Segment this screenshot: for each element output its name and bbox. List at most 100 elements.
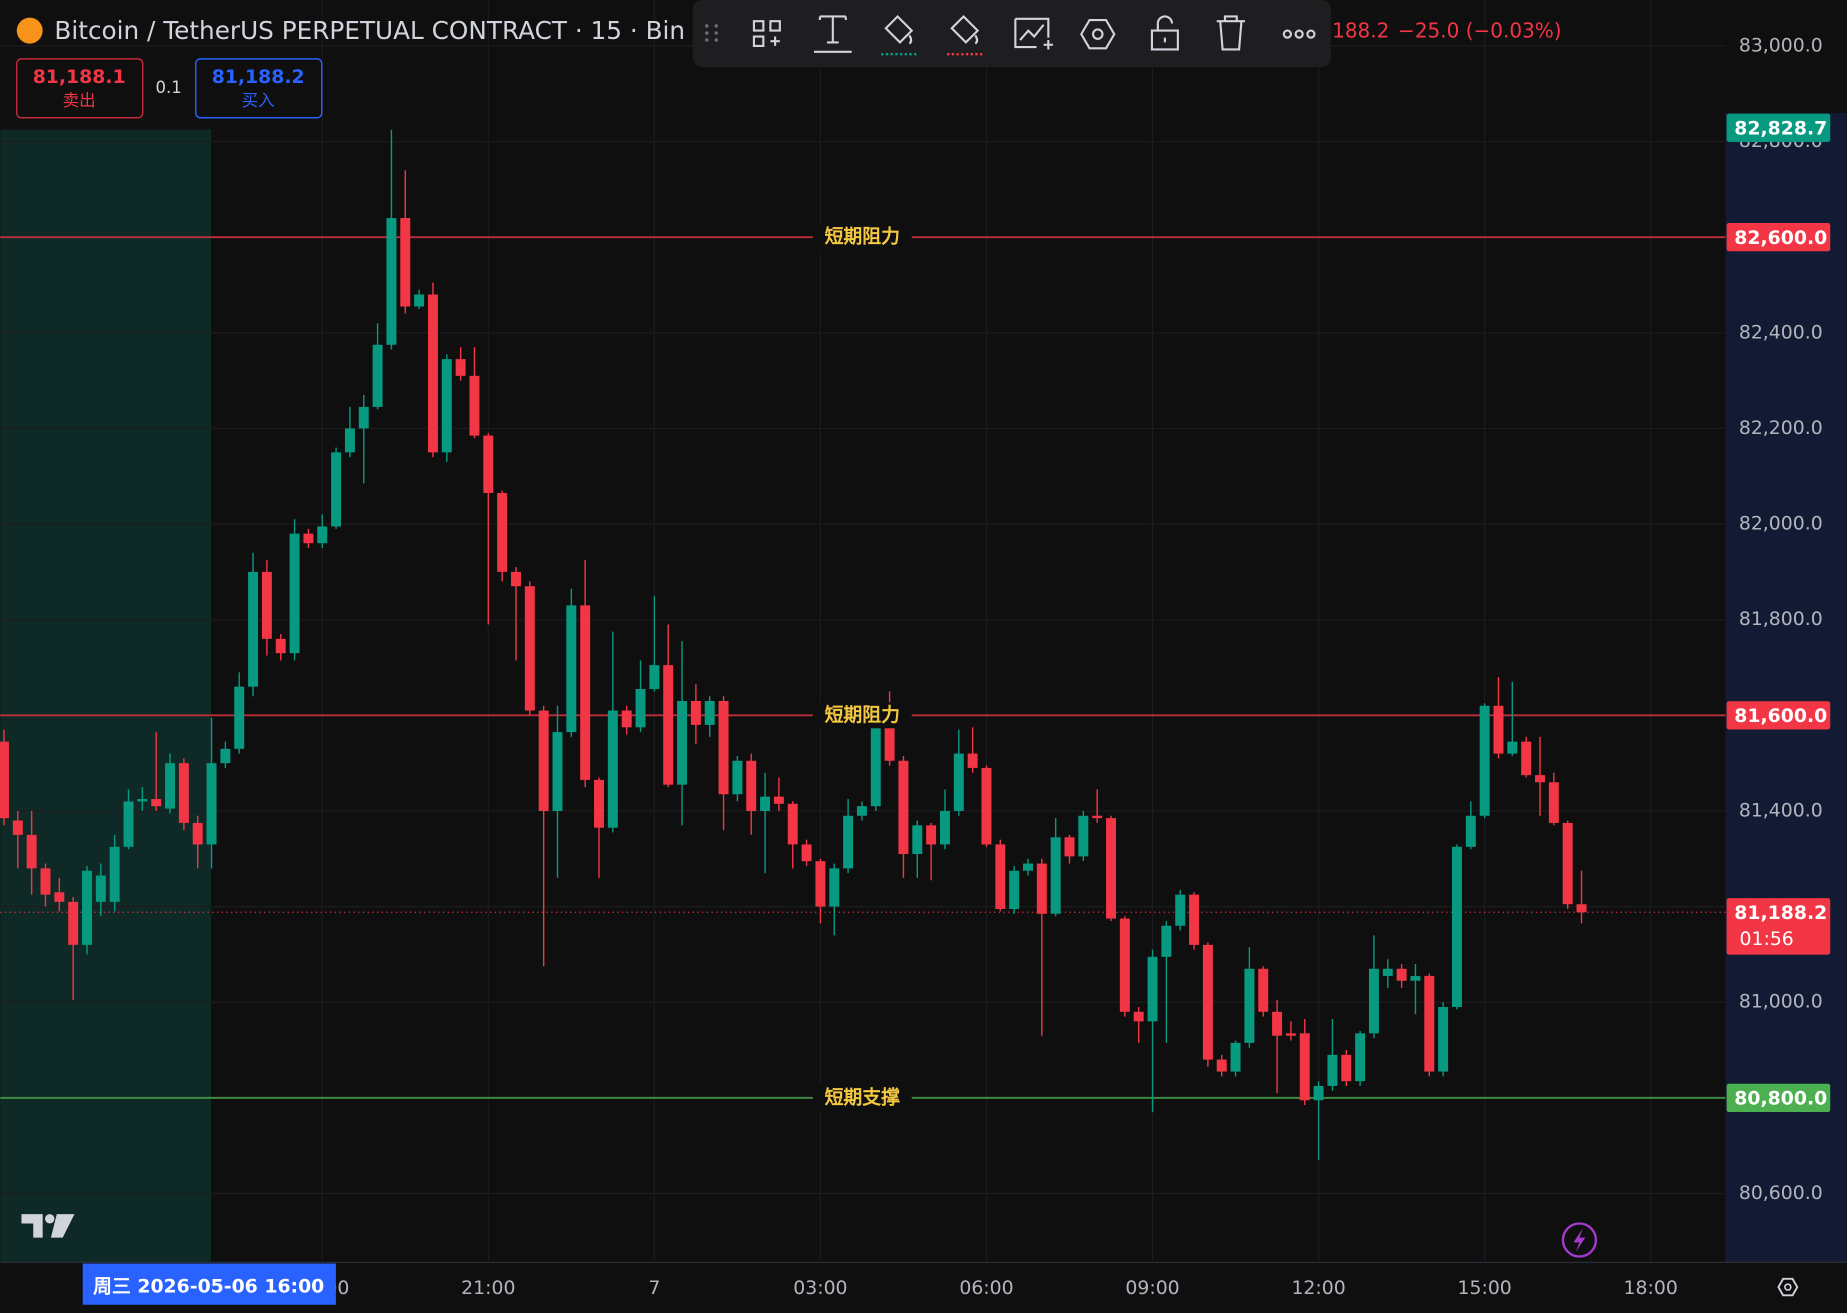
candle-body: [1009, 870, 1020, 909]
candle-body: [206, 763, 217, 845]
candle-body: [1202, 944, 1213, 1060]
candle-body: [1507, 741, 1518, 754]
candle-body: [995, 844, 1006, 909]
drag-handle[interactable]: [705, 24, 709, 28]
candle-body: [427, 294, 438, 453]
toolbar-text-icon[interactable]: [813, 15, 852, 53]
candle-body: [317, 526, 328, 544]
level-label: 短期阻力: [825, 703, 900, 726]
settings-icon[interactable]: [1777, 1277, 1799, 1297]
candle-body: [1368, 968, 1379, 1034]
level-label-bg: [812, 1084, 912, 1111]
x-tick-label: 06:00: [959, 1278, 1013, 1299]
drag-handle[interactable]: [705, 31, 709, 35]
candle-body: [649, 665, 660, 690]
price-axis-highlight: [1725, 113, 1847, 1263]
candle-body: [372, 344, 383, 407]
buy-button[interactable]: [195, 58, 323, 119]
candle-body: [303, 533, 314, 544]
sell-price: 81,188.1: [33, 67, 126, 88]
candle-body: [1382, 968, 1393, 976]
candle-body: [165, 763, 176, 809]
crosshair-label: 周三 2026-05-06 16:00: [93, 1276, 324, 1298]
candle-body: [234, 686, 245, 749]
toolbar-bg: [692, 0, 1331, 68]
candle-body: [414, 294, 425, 307]
x-tick-label: 03:00: [793, 1278, 847, 1299]
candle-body: [1050, 837, 1061, 914]
candle-body: [1244, 968, 1255, 1043]
candle-body: [497, 492, 508, 572]
toolbar-more-icon[interactable]: [1282, 29, 1292, 39]
drag-handle[interactable]: [714, 24, 719, 28]
drawing-toolbar: [692, 0, 1331, 68]
drag-handle[interactable]: [714, 31, 719, 35]
candle-body: [386, 218, 397, 345]
candle-body: [12, 820, 23, 835]
candle-body: [95, 875, 106, 902]
toolbar-more-icon[interactable]: [1294, 29, 1304, 39]
candle-body: [1230, 1042, 1241, 1072]
candle-body: [1036, 863, 1047, 914]
toolbar-template-icon[interactable]: [752, 20, 781, 47]
candle-body: [1092, 815, 1103, 819]
candle-body: [1023, 863, 1033, 871]
candle-body: [843, 815, 854, 869]
toolbar-chart-icon[interactable]: [1014, 17, 1054, 50]
candle-body: [483, 435, 494, 493]
candle-body: [1355, 1033, 1366, 1082]
level-price-label-bg: [1726, 1083, 1831, 1113]
candle-body: [1424, 975, 1435, 1072]
buy-label: 买入: [242, 91, 275, 110]
candle-body: [607, 710, 618, 828]
crosshair-label-bg: [82, 1263, 336, 1305]
symbol-title: Bitcoin / TetherUS PERPETUAL CONTRACT · …: [54, 16, 685, 45]
toolbar-lock-icon[interactable]: [1150, 15, 1179, 51]
candle-body: [178, 763, 189, 823]
candle-body: [331, 452, 342, 527]
candle-body: [1078, 815, 1089, 857]
drag-handle[interactable]: [714, 38, 719, 42]
high-price-label-bg: [1726, 113, 1831, 142]
last-price-box: [1726, 898, 1831, 955]
x-tick-label: 18:00: [1624, 1278, 1678, 1299]
toolbar-fill2-icon[interactable]: [950, 14, 980, 45]
candle-body: [939, 810, 950, 845]
candle-body: [1479, 705, 1490, 816]
toolbar-settings-icon[interactable]: [1080, 18, 1116, 50]
level-label: 短期阻力: [825, 225, 900, 248]
candle-body: [248, 571, 259, 687]
candle-body: [898, 760, 909, 855]
toolbar-delete-icon[interactable]: [1216, 15, 1245, 51]
level-label: 短期支撑: [825, 1085, 900, 1108]
toolbar-fill-icon[interactable]: [884, 14, 914, 45]
candle-body: [358, 406, 369, 429]
candle-body: [1064, 837, 1075, 857]
y-tick-label: 82,000.0: [1739, 514, 1823, 535]
sell-button[interactable]: [16, 58, 144, 119]
candle-body: [1465, 815, 1476, 847]
toolbar-more-icon[interactable]: [1306, 29, 1316, 39]
last-price-label: 81,188.2: [1734, 903, 1827, 924]
candle-body: [1299, 1033, 1310, 1101]
y-tick-label: 81,000.0: [1739, 992, 1823, 1013]
countdown-label: 01:56: [1740, 929, 1794, 950]
candle-body: [1451, 846, 1462, 1008]
candle-body: [967, 753, 978, 768]
candle-body: [829, 868, 840, 907]
tv-logo-dot: [45, 1214, 55, 1224]
candle-body: [1562, 822, 1573, 905]
candle-body: [1272, 1011, 1283, 1036]
sell-label: 卖出: [63, 91, 96, 110]
candle-body: [884, 727, 895, 761]
drag-handle[interactable]: [705, 38, 709, 42]
candle-body: [123, 801, 134, 847]
candle-body: [1548, 782, 1559, 823]
quote-last: 188.2: [1332, 18, 1389, 42]
lightning-icon[interactable]: [1561, 1222, 1598, 1258]
candle-body: [1106, 818, 1116, 919]
candle-body: [261, 571, 272, 639]
